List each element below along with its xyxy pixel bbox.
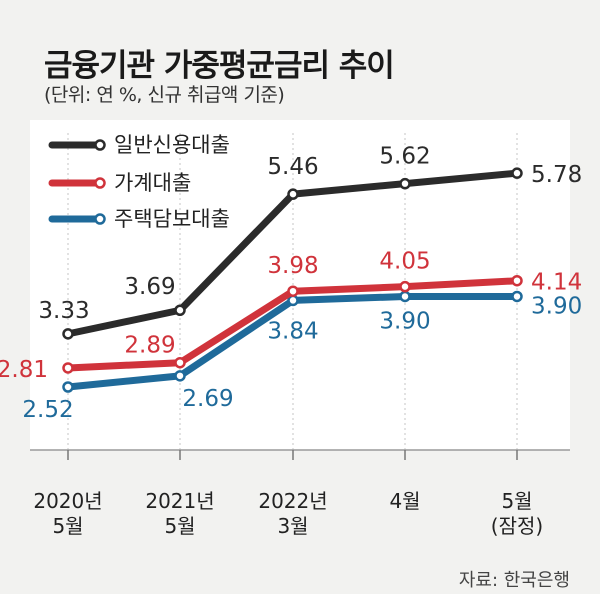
x-tick-label: 5월 (잠정) xyxy=(491,489,543,538)
data-label: 5.78 xyxy=(531,162,582,188)
data-point xyxy=(287,188,299,200)
chart-subtitle: (단위: 연 %, 신규 취급액 기준) xyxy=(44,84,285,106)
legend-label: 주택담보대출 xyxy=(114,207,230,231)
x-tick-label-line: 5월 xyxy=(501,489,532,513)
data-point xyxy=(399,280,411,293)
data-point xyxy=(174,356,186,369)
x-tick-label-line: 2021년 xyxy=(145,489,214,513)
data-point xyxy=(399,177,411,190)
legend-label: 일반신용대출 xyxy=(114,133,230,157)
data-point xyxy=(511,167,523,179)
x-tick-label-line: 2022년 xyxy=(258,489,327,513)
data-point xyxy=(511,290,523,303)
data-label: 3.69 xyxy=(124,274,175,300)
x-tick-label-line: 5월 xyxy=(52,514,83,538)
x-tick-label-line: 4월 xyxy=(389,489,420,513)
x-tick-label-line: (잠정) xyxy=(491,514,543,538)
legend-marker xyxy=(94,177,106,189)
data-point xyxy=(62,362,74,374)
x-tick-label: 2022년 3월 xyxy=(258,489,327,538)
data-point xyxy=(62,381,74,393)
data-label: 3.84 xyxy=(267,318,318,344)
legend-marker xyxy=(94,139,106,151)
data-label: 3.33 xyxy=(38,298,89,324)
data-label: 2.81 xyxy=(0,357,48,383)
data-point xyxy=(62,328,74,340)
data-label: 2.52 xyxy=(22,397,73,423)
data-point xyxy=(399,290,411,303)
data-label: 2.89 xyxy=(124,333,175,359)
legend-label: 가계대출 xyxy=(114,171,191,195)
data-point xyxy=(174,370,186,382)
source-note: 자료: 한국은행 xyxy=(458,570,570,591)
data-label: 4.05 xyxy=(379,249,430,275)
data-label: 5.62 xyxy=(379,144,430,170)
data-label: 3.90 xyxy=(531,293,582,319)
data-label: 4.14 xyxy=(531,270,582,296)
data-label: 5.46 xyxy=(267,154,318,180)
x-tick-label-line: 2020년 xyxy=(33,489,102,513)
data-label: 3.90 xyxy=(379,308,430,334)
data-point xyxy=(287,285,299,297)
chart-title: 금융기관 가중평균금리 추이 xyxy=(44,48,395,84)
data-point xyxy=(511,274,523,287)
x-tick-label-line: 5월 xyxy=(164,514,195,538)
x-tick-label: 2021년 5월 xyxy=(145,489,214,538)
x-tick-label: 4월 xyxy=(389,489,420,513)
x-tick-label-line: 3월 xyxy=(277,514,308,538)
data-point xyxy=(174,304,186,316)
data-label: 3.98 xyxy=(267,253,318,279)
x-tick-label: 2020년 5월 xyxy=(33,489,102,538)
data-label: 2.69 xyxy=(182,386,233,412)
legend-marker xyxy=(94,213,106,225)
